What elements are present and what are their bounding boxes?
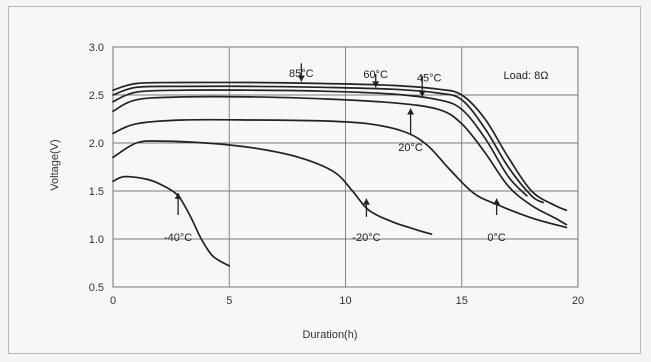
x-tick-label: 5 <box>226 295 232 307</box>
curve-label: 85°C <box>289 68 314 80</box>
x-axis-label: Duration(h) <box>302 329 357 341</box>
y-tick-label: 1.0 <box>89 234 104 246</box>
series-line-3 <box>112 89 528 197</box>
x-tick-label: 20 <box>572 295 584 307</box>
tick-labels: 0 5 10 15 20 0.5 1.0 1.5 2.0 2.5 3.0 <box>89 42 584 307</box>
y-tick-label: 2.0 <box>89 138 104 150</box>
series-line-7 <box>112 175 231 267</box>
curve-label: 20°C <box>398 142 423 154</box>
x-tick-label: 10 <box>339 295 351 307</box>
y-axis-label: Voltage(V) <box>49 139 61 190</box>
label-arrowhead <box>297 75 305 82</box>
curve-labels: 85°C 60°C 45°C 20°C 0°C -20°C -40°C <box>164 63 506 244</box>
series-line-1 <box>112 81 568 212</box>
load-annotation: Load: 8Ω <box>504 70 549 82</box>
series-line-6 <box>112 140 433 236</box>
curve-label: -20°C <box>352 232 380 244</box>
y-tick-label: 2.5 <box>89 90 104 102</box>
label-arrowhead <box>418 90 426 97</box>
grid <box>112 46 579 288</box>
series-line-2 <box>112 85 544 204</box>
curve-label: -40°C <box>164 232 192 244</box>
y-tick-label: 3.0 <box>89 42 104 54</box>
curve-label: 0°C <box>487 232 506 244</box>
label-arrowhead <box>493 198 501 205</box>
label-arrowhead <box>372 81 380 88</box>
series-line-4 <box>112 95 568 226</box>
x-tick-label: 0 <box>110 295 116 307</box>
y-tick-label: 0.5 <box>89 282 104 294</box>
curve-label: 45°C <box>417 73 442 85</box>
y-tick-label: 1.5 <box>89 186 104 198</box>
x-tick-label: 15 <box>456 295 468 307</box>
label-arrowhead <box>362 198 370 205</box>
label-arrowhead <box>174 192 182 199</box>
label-arrowhead <box>407 108 415 115</box>
curve-label: 60°C <box>363 69 388 81</box>
